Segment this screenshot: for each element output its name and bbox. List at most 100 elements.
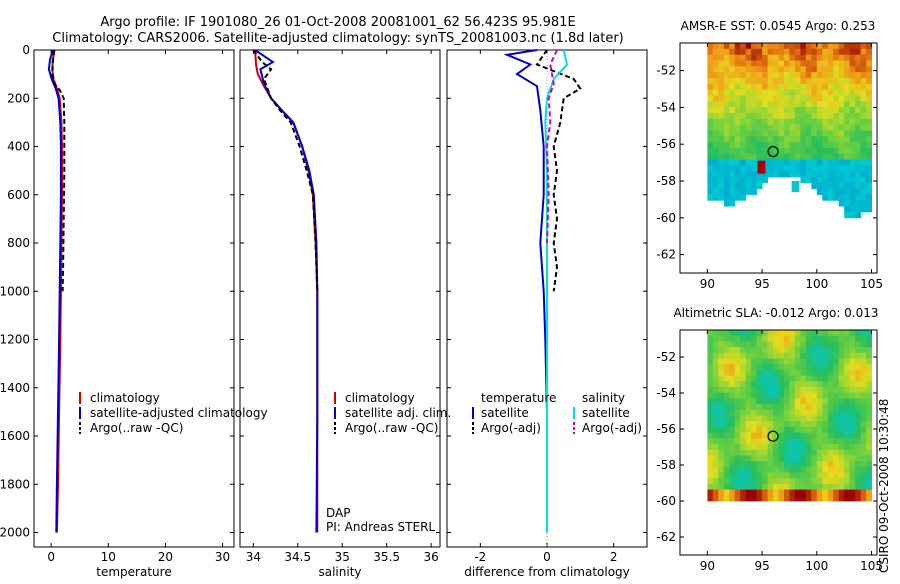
heatmap-cell [712,118,719,125]
heatmap-cell [740,159,747,166]
heatmap-cell [800,375,807,382]
heatmap-cell [805,432,812,439]
heatmap-cell [860,159,867,166]
heatmap-cell [707,112,714,120]
heatmap-cell [756,43,763,50]
heatmap-cell [816,426,823,433]
heatmap-cell [855,182,861,189]
heatmap-cell [729,455,736,462]
heatmap-cell [822,415,829,422]
heatmap-cell [838,136,845,143]
heatmap-cell [816,330,823,337]
heatmap-cell [822,455,829,462]
heatmap-cell [762,171,768,178]
heatmap-cell [800,432,807,439]
heatmap-cell [866,72,872,79]
heatmap-cell [811,136,818,143]
heatmap-cell [751,330,757,337]
heatmap-cell [740,194,747,201]
heatmap-cell [849,43,856,50]
heatmap-cell [707,415,714,422]
heatmap-cell [811,72,818,79]
heatmap-cell [740,130,747,137]
heatmap-cell [734,142,741,149]
heatmap-cell [849,159,856,166]
heatmap-cell [762,89,768,96]
heatmap-cell [723,347,730,354]
heatmap-cell [712,364,719,371]
heatmap-cell [789,89,796,96]
heatmap-cell [833,43,840,50]
heatmap-cell [707,404,714,411]
heatmap-cell [723,107,730,114]
heatmap-cell [707,466,714,473]
heatmap-cell [838,142,845,149]
heatmap-cell [805,438,812,445]
heatmap-cell [762,95,768,102]
heatmap-cell [816,147,823,155]
heatmap-cell [718,438,725,445]
heatmap-cell [712,495,719,502]
heatmap-cell [833,335,840,342]
heatmap-cell [838,147,845,155]
heatmap-cell [729,358,736,365]
heatmap-cell [860,153,867,160]
heatmap-cell [740,177,747,184]
heatmap-cell [849,200,856,207]
heatmap-cell [740,381,747,388]
heatmap-cell [734,124,741,131]
heatmap-cell [816,118,823,125]
heatmap-cell [789,352,796,359]
heatmap-cell [718,409,725,416]
heatmap-cell [773,381,779,388]
heatmap-cell [816,415,823,422]
heatmap-cell [773,48,779,55]
heatmap-cell [860,72,867,79]
heatmap-cell [745,101,752,108]
heatmap-cell [723,142,730,149]
heatmap-cell [849,206,856,213]
heatmap-cell [756,48,763,55]
heatmap-cell [794,142,801,149]
heatmap-cell [734,495,741,502]
heatmap-cell [718,89,725,96]
heatmap-cell [751,398,757,405]
heatmap-cell [734,107,741,114]
heatmap-cell [860,142,867,149]
heatmap-cell [767,483,774,490]
heatmap-cell [740,444,747,451]
heatmap-cell [838,483,845,490]
heatmap-cell [762,364,768,371]
heatmap-cell [800,381,807,388]
heatmap-cell [740,466,747,473]
y-tick-label: 600 [7,188,30,202]
heatmap-cell [833,89,840,96]
heatmap-cell [816,78,823,85]
heatmap-cell [778,409,785,416]
heatmap-cell [789,369,796,376]
heatmap-cell [866,489,872,496]
heatmap-cell [866,478,872,485]
heatmap-cell [740,421,747,428]
heatmap-cell [784,171,790,178]
heatmap-cell [805,72,812,79]
heatmap-cell [718,130,725,137]
heatmap-cell [855,466,861,473]
heatmap-cell [833,147,840,155]
heatmap-cell [712,375,719,382]
heatmap-cell [762,112,768,120]
heatmap-cell [855,404,861,411]
heatmap-cell [855,426,861,433]
heatmap-cell [778,387,785,394]
heatmap-cell [866,136,872,143]
heatmap-cell [767,426,774,433]
heatmap-cell [773,171,779,178]
heatmap-cell [767,48,774,55]
heatmap-cell [745,60,752,67]
heatmap-cell [740,60,747,67]
heatmap-cell [723,404,730,411]
heatmap-cell [833,364,840,371]
heatmap-cell [794,78,801,85]
heatmap-cell [762,124,768,131]
heatmap-cell [773,159,779,166]
